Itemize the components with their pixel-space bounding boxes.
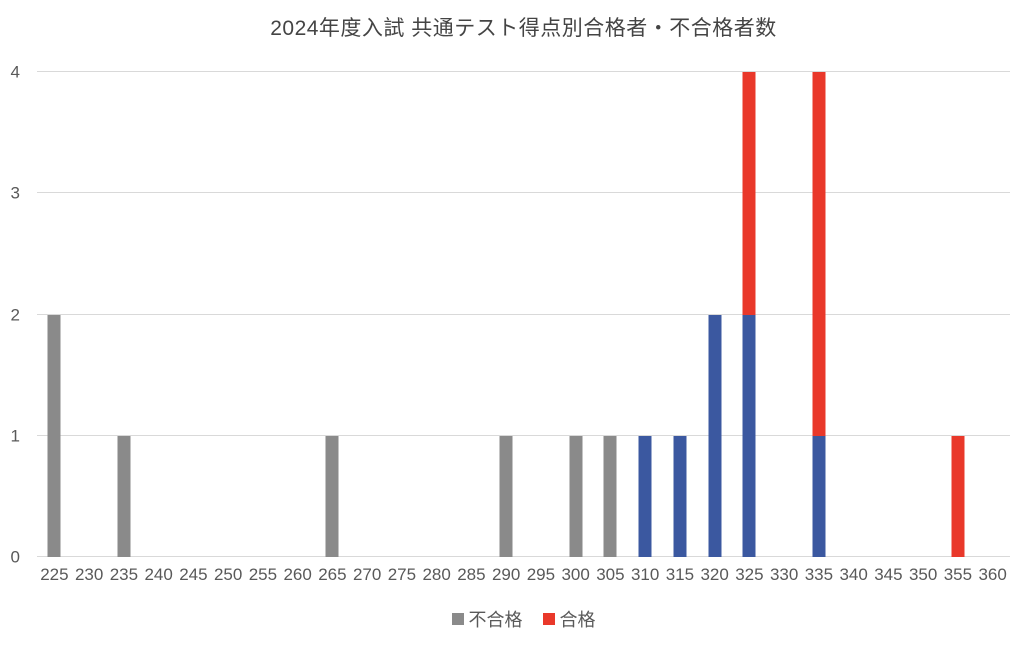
bar-segment-310-unlabeled — [638, 435, 652, 557]
bar-segment-355-合格 — [951, 435, 965, 557]
legend-item-不合格: 不合格 — [451, 606, 523, 632]
x-tick-label-305: 305 — [596, 565, 625, 584]
legend-item-合格: 合格 — [542, 606, 596, 632]
y-tick-label-4: 4 — [10, 62, 20, 82]
x-tick-label-350: 350 — [908, 565, 938, 584]
bar-segment-335-合格 — [812, 72, 826, 436]
x-tick-label-235: 235 — [109, 565, 139, 584]
legend-label: 不合格 — [468, 610, 523, 630]
x-tick-label-225: 225 — [40, 565, 69, 584]
x-tick-label-335: 335 — [804, 565, 834, 584]
x-tick-label-240: 240 — [144, 565, 173, 584]
bar-segment-305-不合格 — [603, 435, 617, 557]
bar-segment-300-不合格 — [569, 435, 583, 557]
bar-segment-335-unlabeled — [812, 435, 826, 557]
x-tick-label-325: 325 — [735, 565, 764, 584]
gridline-1 — [37, 434, 1010, 436]
y-tick-label-2: 2 — [10, 305, 20, 324]
x-tick-label-315: 315 — [665, 565, 695, 584]
chart-title: 2024年度入試 共通テスト得点別合格者・不合格者数 — [270, 17, 777, 40]
x-tick-label-275: 275 — [387, 565, 417, 584]
y-axis: 0 1 2 3 4 — [0, 64, 24, 566]
x-tick-label-340: 340 — [839, 565, 868, 584]
x-tick-label-345: 345 — [874, 565, 903, 584]
x-tick-label-360: 360 — [978, 565, 1007, 584]
bar-segment-225-不合格 — [47, 314, 61, 557]
x-tick-label-260: 260 — [283, 565, 312, 584]
bar-segment-320-unlabeled — [708, 314, 722, 557]
legend-swatch-icon — [451, 613, 464, 625]
legend-label: 合格 — [559, 610, 596, 630]
x-tick-label-250: 250 — [213, 565, 243, 584]
x-tick-label-320: 320 — [700, 565, 729, 584]
x-tick-label-230: 230 — [74, 565, 104, 584]
plot-area — [37, 71, 1010, 557]
legend-swatch-icon — [542, 613, 555, 625]
x-tick-label-280: 280 — [422, 565, 451, 584]
x-tick-label-310: 310 — [630, 565, 660, 584]
x-tick-label-285: 285 — [457, 565, 486, 584]
gridline-4 — [37, 71, 1010, 72]
x-tick-label-270: 270 — [352, 565, 382, 584]
y-tick-label-3: 3 — [10, 183, 20, 203]
x-tick-label-300: 300 — [561, 565, 590, 584]
bar-segment-315-unlabeled — [673, 435, 687, 557]
x-axis: 225 230 235 240 245 250 255 260 265 270 275 280 285 2… — [37, 565, 1010, 585]
bar-segment-325-合格 — [742, 72, 756, 315]
y-tick-label-1: 1 — [10, 426, 20, 446]
x-tick-label-245: 245 — [179, 565, 208, 584]
x-tick-label-265: 265 — [318, 565, 347, 584]
y-tick-label-0: 0 — [10, 547, 20, 567]
x-tick-label-355: 355 — [943, 565, 973, 584]
legend: 不合格 合格 — [37, 606, 1010, 632]
bar-segment-235-不合格 — [117, 435, 131, 557]
bar-segment-265-不合格 — [325, 435, 339, 557]
gridline-3 — [37, 192, 1010, 194]
x-tick-label-290: 290 — [491, 565, 521, 584]
bar-segment-325-unlabeled — [742, 314, 756, 557]
x-tick-label-255: 255 — [248, 565, 278, 584]
x-tick-label-295: 295 — [526, 565, 556, 584]
gridline-0 — [37, 556, 1010, 557]
x-tick-label-330: 330 — [769, 565, 799, 584]
gridline-2 — [37, 313, 1010, 315]
bar-segment-290-不合格 — [499, 435, 513, 557]
